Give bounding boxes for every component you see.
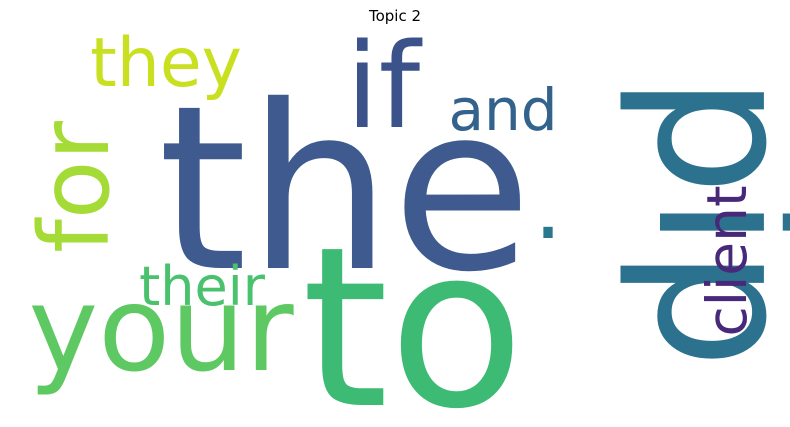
word-the: the bbox=[158, 56, 532, 322]
word-pip: pip bbox=[615, 75, 790, 369]
word-client: client bbox=[695, 185, 759, 336]
word-to: to bbox=[302, 200, 525, 427]
word-their: their bbox=[139, 255, 266, 318]
word-your: your bbox=[28, 260, 294, 398]
word-and: and bbox=[448, 76, 557, 144]
word-for: for bbox=[19, 120, 131, 253]
word-if: if bbox=[346, 17, 423, 155]
word-they: they bbox=[90, 24, 242, 103]
figure-title: Topic 2 bbox=[368, 7, 422, 25]
word-dot: . bbox=[534, 155, 563, 260]
